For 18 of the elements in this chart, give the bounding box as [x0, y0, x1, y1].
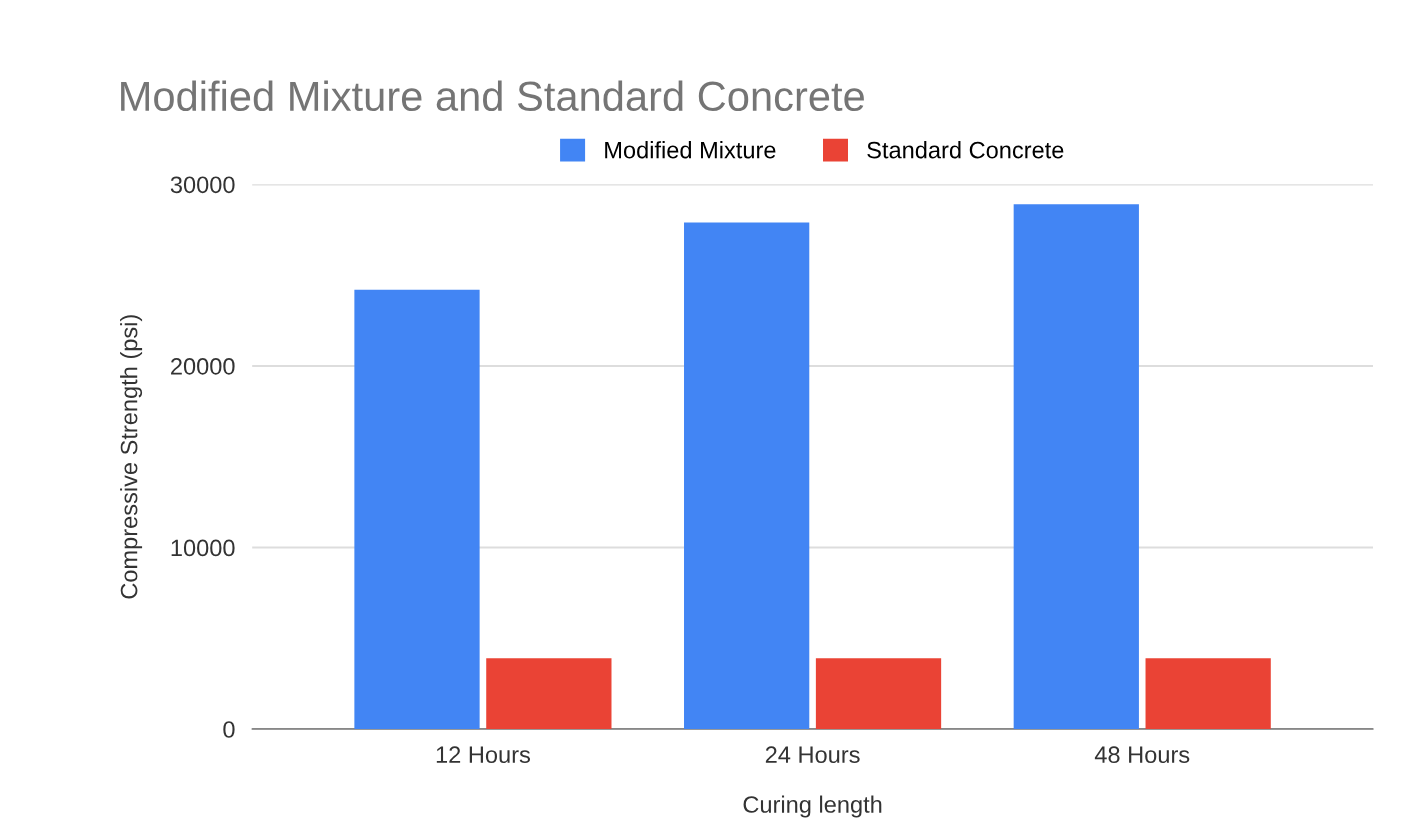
bar: [684, 222, 810, 730]
y-tick-label: 0: [223, 721, 235, 738]
bar: [1145, 658, 1271, 730]
legend-label: Modified Mixture: [605, 141, 776, 159]
bar: [1013, 204, 1139, 730]
bar: [486, 658, 612, 730]
y-tick-label: 20000: [171, 357, 235, 375]
x-axis-title: Curing length: [743, 795, 882, 818]
x-tick-label: 24 Hours: [765, 746, 860, 764]
legend-label: Standard Concrete: [867, 141, 1064, 159]
bar: [354, 289, 480, 730]
y-axis-title: Compressive Strength (psi): [120, 315, 143, 599]
x-tick-label: 12 Hours: [436, 746, 530, 764]
x-tick-label: 48 Hours: [1094, 746, 1190, 764]
y-tick-label: 10000: [171, 539, 235, 557]
bar: [815, 658, 942, 730]
y-tick-label: 30000: [170, 176, 235, 194]
chart-title: Modified Mixture and Standard Concrete: [121, 80, 864, 112]
